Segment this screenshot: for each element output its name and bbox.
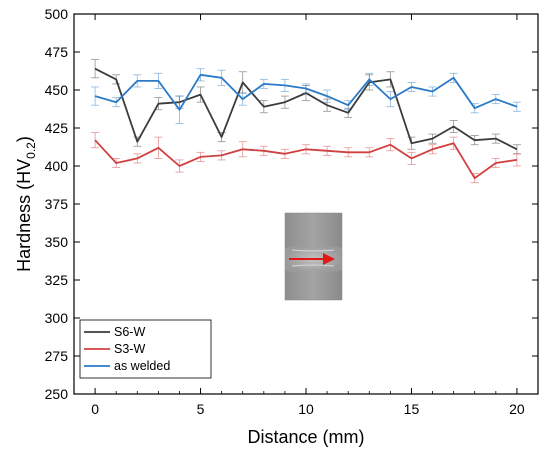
series-line: [94, 139, 518, 180]
y-tick-label: 275: [45, 348, 69, 364]
y-axis-title-close: ): [14, 136, 34, 142]
x-tick-label: 20: [509, 401, 525, 417]
legend: S6-W S3-W as welded: [79, 319, 212, 379]
series-s6-w: [91, 59, 521, 155]
legend-label: as welded: [114, 359, 170, 373]
y-tick-label: 325: [45, 272, 69, 288]
legend-label: S3-W: [114, 342, 145, 356]
error-bar: [512, 101, 521, 112]
series-as-welded: [91, 68, 521, 124]
error-bar: [91, 86, 100, 106]
y-tick-label: 300: [45, 310, 69, 326]
error-bar: [512, 153, 521, 167]
y-axis: 250 275 300 325 350 375 400 425 450 475 500: [45, 6, 538, 402]
y-tick-label: 400: [45, 158, 69, 174]
y-tick-label: 450: [45, 82, 69, 98]
inset-sample-image: [284, 212, 343, 301]
series-s3-w: [91, 132, 521, 184]
x-axis: 0 5 10 15 20: [91, 14, 525, 417]
y-tick-label: 425: [45, 120, 69, 136]
y-tick-label: 500: [45, 6, 69, 22]
x-axis-title: Distance (mm): [247, 427, 364, 447]
y-tick-label: 350: [45, 234, 69, 250]
y-tick-label: 475: [45, 44, 69, 60]
error-bar: [91, 132, 100, 149]
x-tick-label: 5: [197, 401, 205, 417]
x-tick-label: 0: [91, 401, 99, 417]
series-line: [94, 73, 518, 111]
y-tick-label: 375: [45, 196, 69, 212]
series-layer: [91, 59, 521, 184]
x-tick-label: 10: [298, 401, 314, 417]
legend-label: S6-W: [114, 325, 145, 339]
y-axis-title-subscript: 0.2: [24, 142, 38, 159]
x-tick-label: 15: [404, 401, 420, 417]
y-tick-label: 250: [45, 386, 69, 402]
y-axis-title-main: Hardness (HV: [14, 159, 34, 272]
y-axis-title: Hardness (HV0.2): [14, 136, 38, 272]
